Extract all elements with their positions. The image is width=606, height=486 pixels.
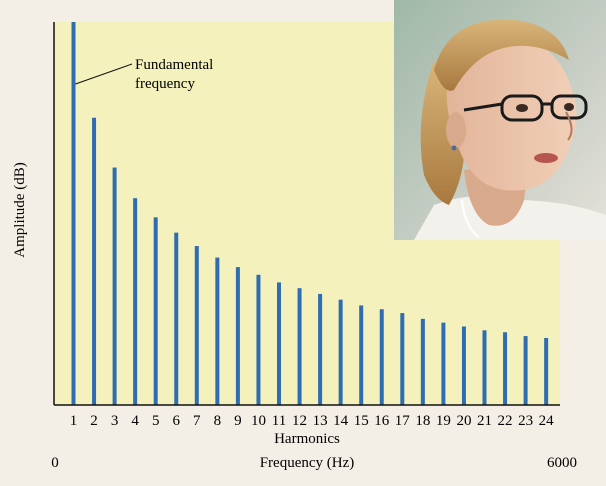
annotation-fundamental-frequency: Fundamental frequency xyxy=(135,57,217,92)
bar-harmonic-9 xyxy=(235,267,240,405)
bar-harmonic-21 xyxy=(482,330,487,405)
bar-harmonic-23 xyxy=(523,336,528,405)
x-tick-label: 9 xyxy=(234,413,242,429)
bar-harmonic-18 xyxy=(420,318,425,405)
bar-harmonic-6 xyxy=(174,232,179,405)
x-tick-label: 5 xyxy=(152,413,160,429)
bar-harmonic-10 xyxy=(256,274,261,405)
x-tick-label: 24 xyxy=(539,413,555,429)
x-tick-label: 16 xyxy=(374,413,390,429)
x-tick-label: 19 xyxy=(436,413,451,429)
x-tick-label: 8 xyxy=(214,413,222,429)
bar-harmonic-12 xyxy=(297,288,302,405)
frequency-min-label: 0 xyxy=(51,455,59,471)
x-tick-label: 4 xyxy=(131,413,139,429)
frequency-axis-label: Frequency (Hz) xyxy=(260,455,355,471)
bar-harmonic-20 xyxy=(461,326,466,405)
x-tick-label: 21 xyxy=(477,413,492,429)
bar-harmonic-16 xyxy=(379,309,384,405)
x-tick-label: 17 xyxy=(395,413,411,429)
bar-harmonic-8 xyxy=(215,257,220,405)
x-tick-label: 7 xyxy=(193,413,201,429)
bar-harmonic-19 xyxy=(441,322,446,405)
bar-harmonic-24 xyxy=(544,337,549,405)
x-tick-label: 18 xyxy=(415,413,430,429)
bar-harmonic-15 xyxy=(359,305,364,405)
annotation-leader-line xyxy=(75,63,133,85)
x-tick-label: 2 xyxy=(90,413,98,429)
bar-harmonic-22 xyxy=(503,332,508,405)
bar-harmonic-4 xyxy=(133,198,138,405)
frequency-max-label: 6000 xyxy=(547,455,577,471)
x-tick-label: 23 xyxy=(518,413,533,429)
bar-harmonic-11 xyxy=(277,282,281,405)
x-tick-label: 11 xyxy=(272,413,286,429)
x-tick-label: 10 xyxy=(251,413,266,429)
x-tick-label: 3 xyxy=(111,413,119,429)
x-tick-label: 12 xyxy=(292,413,307,429)
bar-harmonic-13 xyxy=(318,293,323,405)
x-tick-label: 1 xyxy=(70,413,78,429)
bar-harmonic-3 xyxy=(112,167,117,405)
x-tick-label: 20 xyxy=(456,413,471,429)
x-tick-label: 22 xyxy=(498,413,513,429)
x-tick-label: 13 xyxy=(313,413,328,429)
photo-portrait-icon xyxy=(394,0,606,240)
bar-harmonic-5 xyxy=(153,217,158,405)
bar-harmonic-2 xyxy=(92,117,97,405)
y-axis-label: Amplitude (dB) xyxy=(12,162,28,257)
x-tick-label: 6 xyxy=(173,413,181,429)
x-tick-label: 14 xyxy=(333,413,349,429)
x-axis-label: Harmonics xyxy=(274,431,340,447)
bar-harmonic-1 xyxy=(71,22,76,405)
x-tick-label: 15 xyxy=(354,413,369,429)
bar-harmonic-7 xyxy=(194,246,199,405)
bar-harmonic-14 xyxy=(338,299,343,405)
bar-harmonic-17 xyxy=(400,313,405,405)
